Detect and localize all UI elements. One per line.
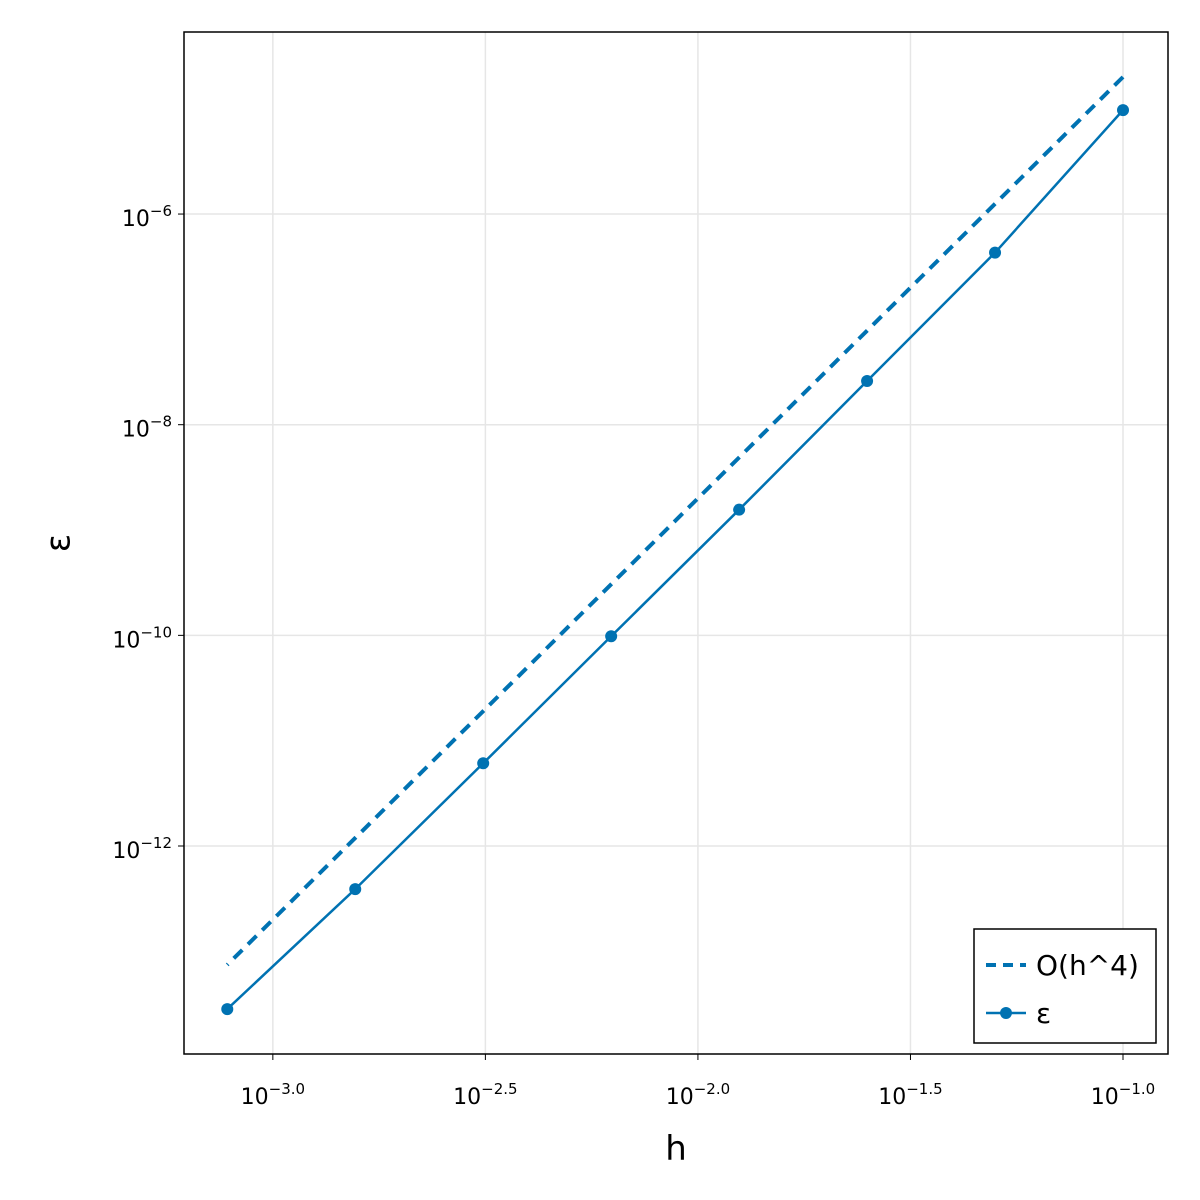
y-tick-label-exponent: −10	[140, 623, 172, 641]
x-tick-label-exponent: −2.0	[694, 1080, 730, 1098]
legend-label: O(h^4)	[1036, 949, 1139, 982]
data-point	[733, 503, 746, 516]
legend-label: ε	[1036, 997, 1051, 1030]
data-point	[605, 630, 618, 643]
x-tick-label-exponent: −3.0	[269, 1080, 305, 1098]
y-tick-label-exponent: −12	[140, 834, 172, 852]
series-line	[226, 109, 1124, 1010]
x-tick-label-base: 10	[1091, 1085, 1119, 1110]
plot-frame	[183, 31, 1169, 1055]
legend-box	[973, 928, 1157, 1044]
y-tick-label-base: 10	[112, 628, 140, 653]
data-point	[349, 883, 362, 896]
x-tick-label-exponent: −1.5	[906, 1080, 942, 1098]
x-tick-label: 10−1.0	[1091, 1080, 1155, 1110]
y-tick-label: 10−12	[112, 834, 172, 864]
x-tick-label-base: 10	[666, 1085, 694, 1110]
x-tick-label-base: 10	[878, 1085, 906, 1110]
data-point	[989, 246, 1002, 259]
x-tick-label: 10−3.0	[241, 1080, 305, 1110]
y-tick-label-exponent: −8	[150, 413, 172, 431]
y-axis-label: ε	[39, 534, 79, 552]
y-tick-label-base: 10	[122, 418, 150, 443]
x-tick-label: 10−1.5	[878, 1080, 942, 1110]
data-point	[1117, 104, 1130, 117]
x-tick-label: 10−2.5	[453, 1080, 517, 1110]
x-tick-label-exponent: −1.0	[1119, 1080, 1155, 1098]
y-tick-label-base: 10	[122, 207, 150, 232]
data-point	[861, 374, 874, 387]
y-tick-label: 10−6	[122, 202, 172, 232]
y-tick-label: 10−10	[112, 623, 172, 653]
data-point	[477, 757, 490, 770]
legend-marker	[1000, 1007, 1012, 1019]
x-tick-label: 10−2.0	[666, 1080, 730, 1110]
data-point	[221, 1003, 234, 1016]
y-tick-label: 10−8	[122, 413, 172, 443]
x-tick-label-base: 10	[453, 1085, 481, 1110]
y-tick-label-base: 10	[112, 839, 140, 864]
y-tick-label-exponent: −6	[150, 202, 172, 220]
x-tick-label-exponent: −2.5	[481, 1080, 517, 1098]
x-axis-label: h	[665, 1129, 687, 1169]
x-tick-label-base: 10	[241, 1085, 269, 1110]
series-line	[225, 75, 1125, 967]
